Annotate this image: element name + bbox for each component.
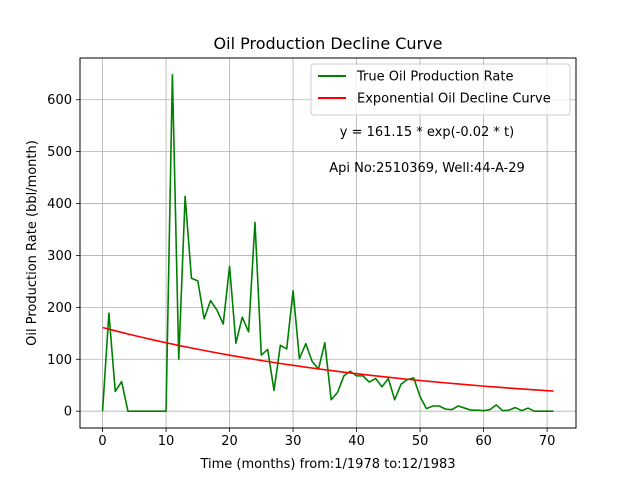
- chart-title: Oil Production Decline Curve: [214, 34, 443, 53]
- y-tick-label-500: 500: [47, 145, 72, 160]
- x-tick-label-30: 30: [285, 434, 302, 449]
- true-production-rate-line: [101, 74, 554, 412]
- x-tick-label-20: 20: [221, 434, 238, 449]
- legend: True Oil Production Rate Exponential Oil…: [310, 63, 571, 116]
- y-tick-label-300: 300: [47, 249, 72, 264]
- x-tick-label-0: 0: [98, 434, 106, 449]
- legend-label-true-rate: True Oil Production Rate: [356, 70, 513, 85]
- x-tick-label-60: 60: [475, 434, 492, 449]
- y-axis-title: Oil Production Rate (bbl/month): [25, 140, 40, 346]
- y-tick-label-200: 200: [47, 301, 72, 316]
- exponential-decline-curve-line: [102, 326, 554, 392]
- equation-annotation: y = 161.15 * exp(-0.02 * t): [340, 125, 514, 140]
- y-tick-label-400: 400: [47, 197, 72, 212]
- well-annotation: Api No:2510369, Well:44-A-29: [329, 161, 525, 176]
- y-tick-label-100: 100: [47, 353, 72, 368]
- series-layer: [101, 74, 554, 412]
- legend-label-decline-curve: Exponential Oil Decline Curve: [357, 92, 551, 107]
- plot-frame: [79, 57, 577, 429]
- x-tick-label-10: 10: [158, 434, 175, 449]
- x-tick-label-70: 70: [539, 434, 556, 449]
- legend-box: [310, 63, 571, 116]
- x-tick-label-50: 50: [412, 434, 429, 449]
- x-axis-title: Time (months) from:1/1978 to:12/1983: [199, 457, 455, 472]
- y-tick-label-0: 0: [64, 405, 72, 420]
- y-tick-label-600: 600: [47, 93, 72, 108]
- x-tick-label-40: 40: [348, 434, 365, 449]
- tick-layer: 0 10 20 30 40 50 60 70 0 100 200 300 400 500 600: [47, 93, 555, 449]
